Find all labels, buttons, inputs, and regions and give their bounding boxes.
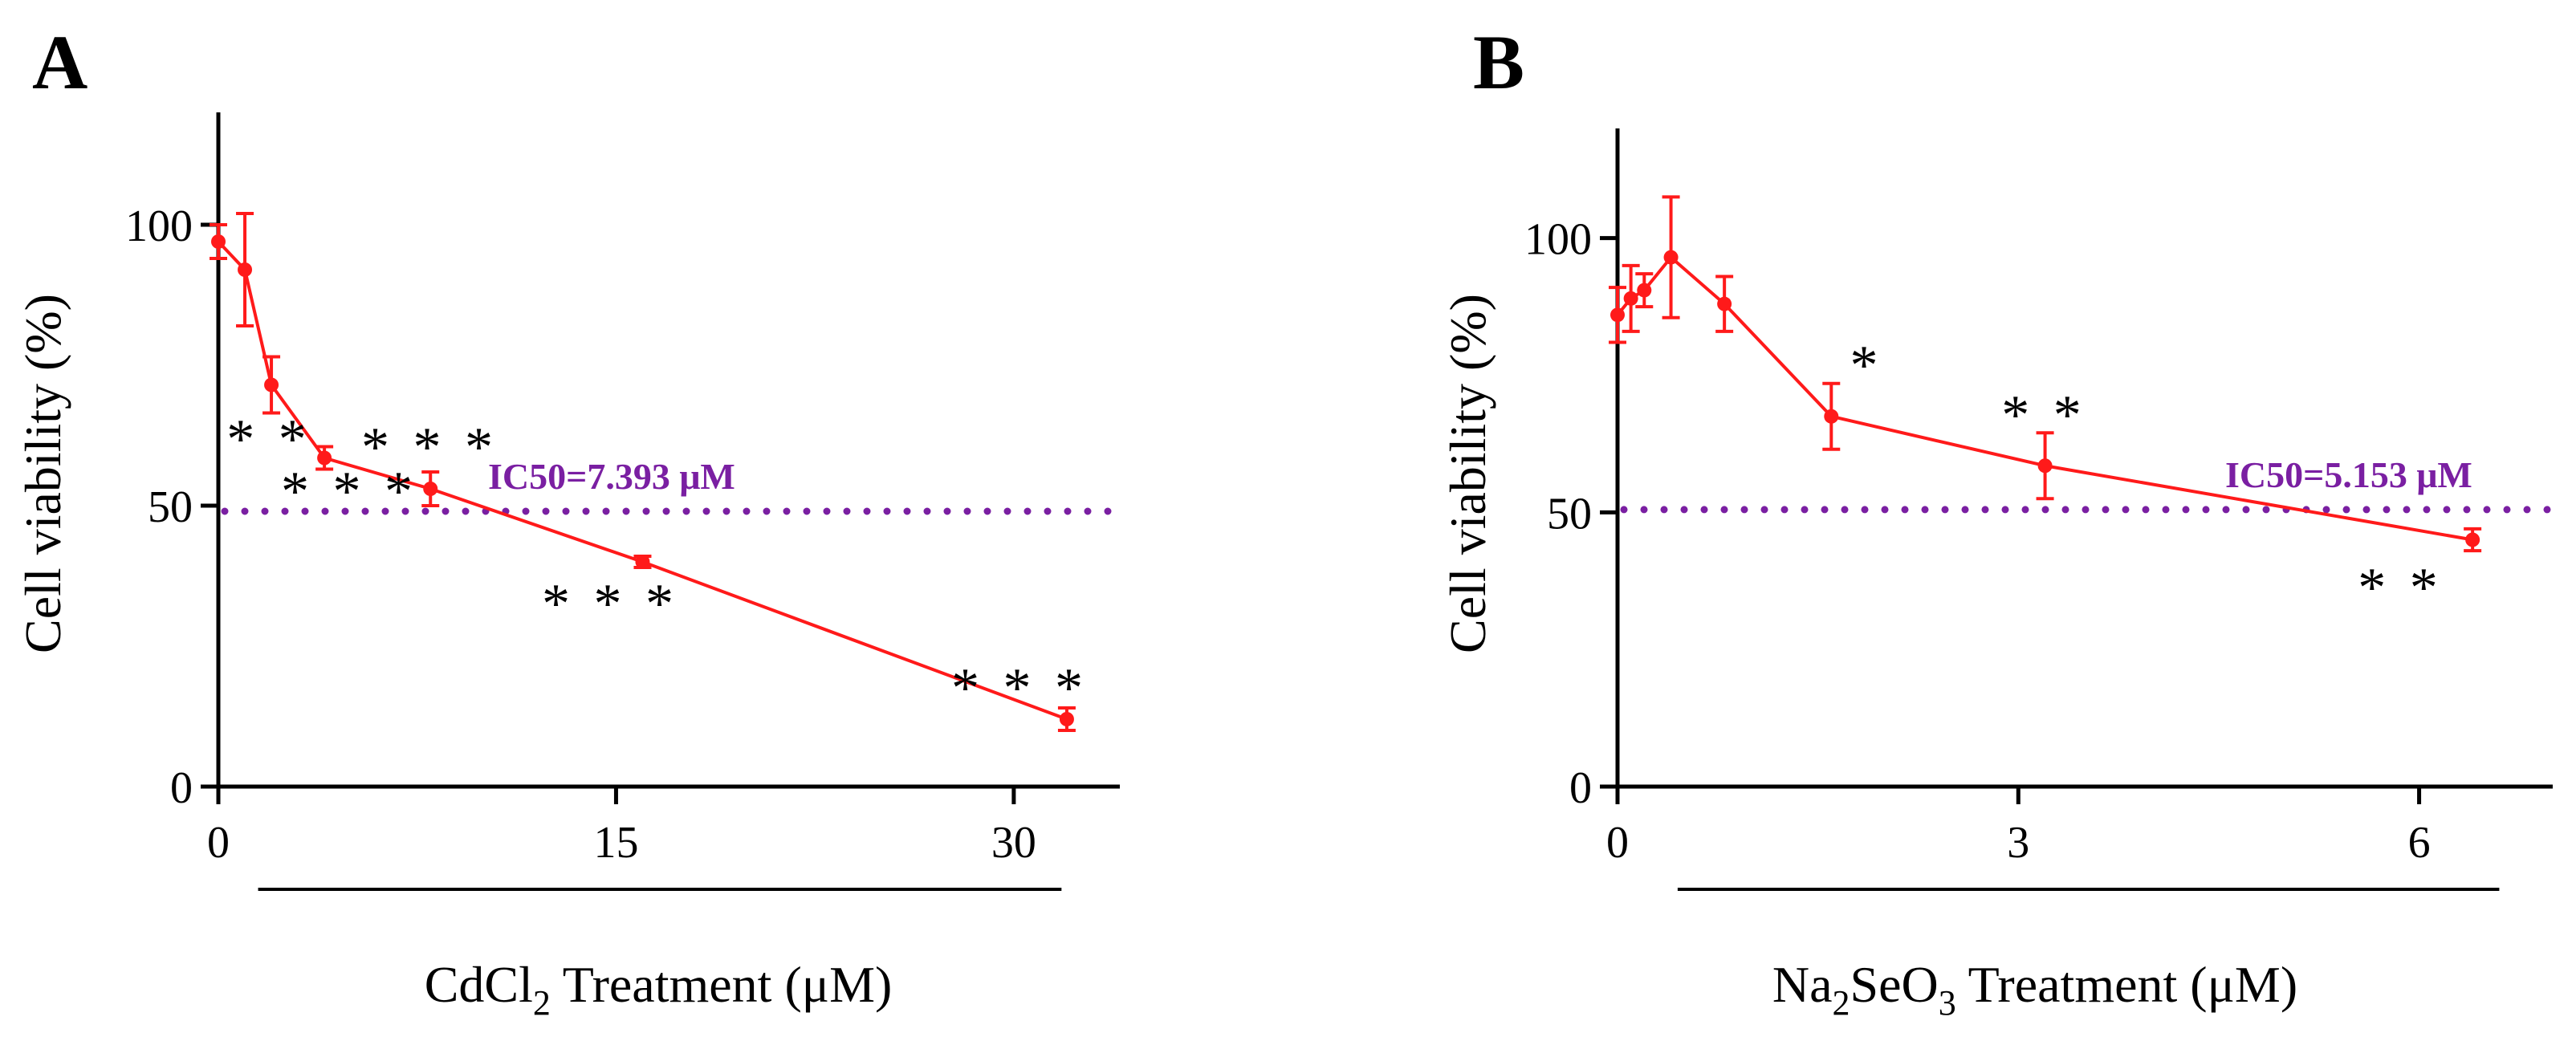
panel-a-x-axis-title: CdCl2 Treatment (μM): [425, 956, 893, 1023]
panel-b-y-tick-label: 100: [1524, 215, 1592, 265]
panel-a-label: A: [32, 19, 87, 105]
panel-a-data-point: [635, 555, 650, 569]
panel-b: B Cell viability (%) Na2SeO3 Treatment (…: [1439, 19, 2557, 1023]
panel-a-y-tick-label: 50: [148, 482, 193, 532]
panel-a-x-tick-label: 15: [593, 818, 638, 868]
panel-b-y-tick-label: 0: [1569, 763, 1592, 813]
panel-a-x-tick-label: 0: [207, 818, 230, 868]
panel-a-significance-marker: * * *: [951, 657, 1088, 719]
panel-b-y-tick-label: 50: [1547, 489, 1592, 539]
panel-a-ic50-label: IC50=7.393 μM: [488, 456, 735, 497]
panel-b-data-point: [1717, 296, 1732, 311]
panel-b-data-point: [1623, 291, 1638, 306]
panel-a-data-point: [238, 262, 253, 277]
panel-a-significance-marker: * *: [226, 409, 311, 470]
panel-a: A Cell viability (%) CdCl2 Treatment (μM…: [14, 19, 1124, 1023]
panel-b-x-tick-label: 3: [2007, 818, 2029, 868]
panel-b-data-point: [2465, 532, 2480, 547]
panel-a-significance-marker: * * *: [281, 461, 417, 523]
panel-b-ic50-label: IC50=5.153 μM: [2225, 454, 2472, 495]
panel-b-x-tick-label: 6: [2408, 818, 2431, 868]
panel-b-data-point: [1824, 409, 1839, 424]
panel-b-x-axis-title: Na2SeO3 Treatment (μM): [1772, 956, 2297, 1023]
panel-b-label: B: [1473, 19, 1524, 105]
panel-a-y-axis-title: Cell viability (%): [14, 294, 71, 653]
panel-a-data-point: [211, 234, 226, 249]
panel-a-significance-marker: * * *: [542, 573, 678, 635]
panel-b-data-point: [1610, 307, 1625, 323]
panel-a-data-point: [317, 450, 332, 466]
panel-b-data-point: [1637, 283, 1652, 298]
panel-b-x-tick-label: 0: [1606, 818, 1629, 868]
panel-b-significance-marker: * *: [2358, 557, 2443, 619]
panel-b-y-axis-title: Cell viability (%): [1439, 294, 1496, 653]
panel-b-data-point: [1663, 250, 1679, 265]
panel-b-significance-marker: *: [1850, 335, 1883, 396]
panel-a-y-tick-label: 100: [125, 201, 193, 251]
panel-b-data-point: [2037, 458, 2053, 474]
panel-a-x-tick-label: 30: [991, 818, 1036, 868]
panel-a-data-point: [423, 482, 438, 496]
panel-b-significance-marker: * *: [2001, 384, 2086, 446]
panel-a-y-tick-label: 0: [170, 763, 193, 813]
panel-a-data-point: [1059, 712, 1074, 726]
panel-a-data-point: [264, 377, 279, 392]
panel-a-significance-marker: * * *: [361, 417, 498, 478]
